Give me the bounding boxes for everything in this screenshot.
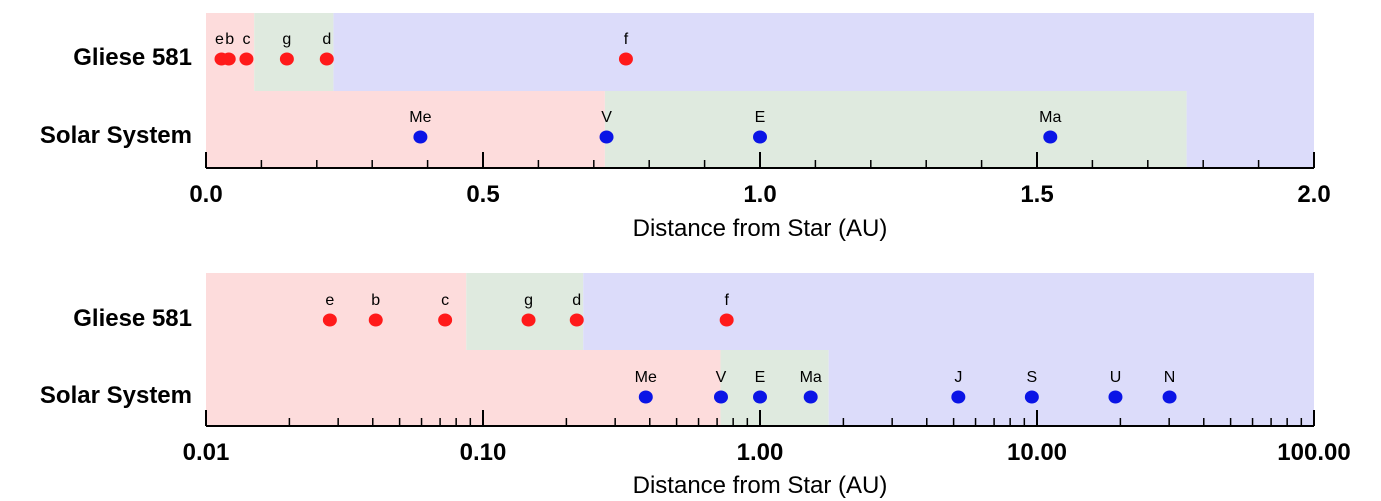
planet-label: e — [215, 31, 224, 48]
planet-marker — [569, 313, 584, 327]
x-axis-label: Distance from Star (AU) — [633, 472, 888, 499]
planet-label: V — [601, 109, 612, 126]
row-label: Solar System — [40, 382, 192, 409]
planet-label: U — [1110, 369, 1122, 386]
hot-zone — [206, 350, 721, 426]
habitable-zone — [604, 91, 1187, 168]
planet-label: V — [716, 369, 727, 386]
chart-panel-linear: Gliese 581 Solar System e b c g d f Me V E Ma 0.0 0.5… — [40, 13, 1331, 242]
planet-marker — [1162, 390, 1177, 404]
planet-marker — [753, 130, 767, 144]
planet-label: N — [1164, 369, 1176, 386]
planet-marker — [221, 52, 236, 66]
planet-label: f — [724, 292, 729, 309]
planet-marker — [279, 52, 294, 66]
hot-zone — [206, 91, 605, 168]
planet-label: b — [371, 292, 380, 309]
planet-label: c — [441, 292, 449, 309]
x-axis-label: Distance from Star (AU) — [633, 215, 888, 242]
tick-label: 0.0 — [189, 181, 222, 208]
tick-label: 10.00 — [1007, 439, 1067, 466]
hot-zone — [206, 13, 255, 91]
planet-marker — [803, 390, 818, 404]
planet-marker — [753, 390, 767, 404]
planet-label: d — [572, 292, 581, 309]
planet-marker — [239, 52, 254, 66]
planet-marker — [319, 52, 334, 66]
tick-label: 1.5 — [1020, 181, 1053, 208]
planet-label: b — [225, 31, 234, 48]
habitable-zone — [466, 273, 584, 350]
cold-zone — [333, 13, 1314, 91]
planet-marker — [413, 130, 428, 144]
planet-marker — [951, 390, 966, 404]
tick-label: 2.0 — [1297, 181, 1330, 208]
planet-marker — [438, 313, 453, 327]
planet-label: E — [755, 109, 766, 126]
planet-label: f — [624, 31, 629, 48]
planet-marker — [368, 313, 383, 327]
planet-marker — [1043, 130, 1058, 144]
planet-marker — [322, 313, 337, 327]
tick-label: 1.0 — [743, 181, 776, 208]
planet-label: e — [325, 292, 334, 309]
planet-label: g — [282, 31, 291, 48]
planet-label: Ma — [800, 369, 822, 386]
cold-zone — [583, 273, 1314, 350]
planet-label: E — [755, 369, 766, 386]
row-label: Gliese 581 — [73, 44, 192, 71]
planet-label: Me — [635, 369, 657, 386]
tick-label: 1.00 — [737, 439, 784, 466]
chart-panel-log: Gliese 581 Solar System e b c g d f Me V E Ma J S U N 0.… — [40, 273, 1351, 499]
planet-marker — [1024, 390, 1039, 404]
planet-marker — [713, 390, 728, 404]
planet-marker — [1108, 390, 1123, 404]
planet-label: g — [524, 292, 533, 309]
planet-marker — [638, 390, 653, 404]
planet-label: c — [242, 31, 250, 48]
planet-marker — [599, 130, 614, 144]
tick-label: 0.01 — [183, 439, 230, 466]
cold-zone — [1186, 91, 1314, 168]
habitable-zone — [720, 350, 829, 426]
planet-label: Ma — [1039, 109, 1061, 126]
planet-label: Me — [409, 109, 431, 126]
tick-label: 0.10 — [460, 439, 507, 466]
planet-marker — [521, 313, 536, 327]
hot-zone — [206, 273, 467, 350]
planet-label: J — [954, 369, 962, 386]
planet-marker — [618, 52, 633, 66]
tick-label: 100.00 — [1277, 439, 1350, 466]
row-label: Solar System — [40, 122, 192, 149]
tick-label: 0.5 — [466, 181, 499, 208]
planet-label: S — [1027, 369, 1038, 386]
row-label: Gliese 581 — [73, 305, 192, 332]
planet-marker — [719, 313, 734, 327]
habitable-zone — [254, 13, 334, 91]
cold-zone — [828, 350, 1314, 426]
planet-label: d — [322, 31, 331, 48]
